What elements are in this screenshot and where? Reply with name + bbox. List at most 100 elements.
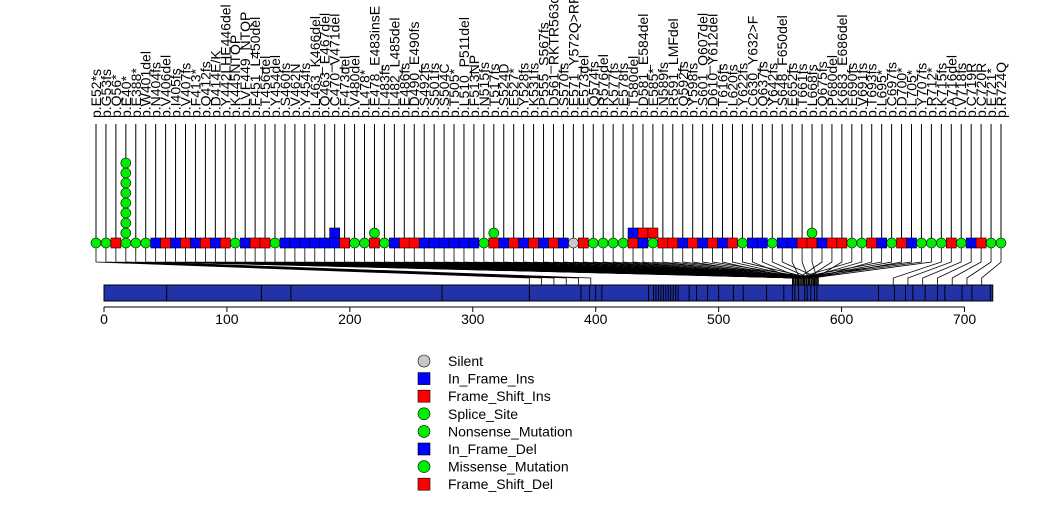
x-tick-label: 200 bbox=[338, 311, 362, 327]
mutation-marker bbox=[438, 237, 450, 249]
mutation-marker bbox=[508, 237, 519, 249]
x-tick-label: 0 bbox=[100, 311, 108, 327]
mutation-marker bbox=[647, 237, 659, 249]
mutation-label: p.Q637fs bbox=[754, 61, 770, 118]
mutation-marker bbox=[319, 237, 331, 249]
mutation-label: p.Q592fs bbox=[675, 61, 691, 118]
mutation-connector bbox=[751, 248, 793, 285]
mutation-marker bbox=[796, 237, 808, 249]
mutation-label: p.L620fs bbox=[724, 64, 740, 118]
mutation-label: p.S492fs bbox=[416, 63, 432, 118]
mutation-label: p.Y454del bbox=[267, 55, 283, 118]
mutation-marker bbox=[975, 237, 987, 249]
mutation-marker bbox=[945, 237, 957, 249]
mutation-marker bbox=[786, 237, 798, 249]
mutation-label: p.E652fs bbox=[784, 63, 800, 118]
stacked-mutation-marker bbox=[637, 227, 649, 239]
mutation-connector bbox=[806, 248, 833, 285]
stacked-mutation-marker bbox=[806, 227, 818, 239]
mutation-marker bbox=[637, 237, 649, 249]
mutation-label: p.Y454fs bbox=[297, 63, 313, 118]
legend-swatch bbox=[417, 477, 431, 491]
mutation-label: p.V480del bbox=[347, 55, 363, 118]
mutation-label: p.Y707fs bbox=[913, 63, 929, 118]
mutation-label: p.A716del bbox=[943, 55, 959, 118]
stacked-mutation-marker bbox=[488, 227, 500, 239]
mutation-label: p.D610_Y612del bbox=[705, 14, 721, 118]
mutation-label: p.T580del bbox=[625, 56, 641, 118]
mutation-marker bbox=[249, 237, 261, 249]
mutation-label: p.W401del bbox=[138, 51, 154, 118]
mutation-label: p.S570fs bbox=[555, 63, 571, 118]
mutation-marker bbox=[110, 237, 122, 249]
mutation-label: p.F473del bbox=[337, 56, 353, 118]
legend-label: In_Frame_Del bbox=[448, 441, 537, 457]
mutation-label: p.Y528fs bbox=[516, 63, 532, 118]
mutation-marker bbox=[936, 237, 947, 249]
legend-label: In_Frame_Ins bbox=[448, 371, 534, 387]
mutation-label: p.G53fs bbox=[98, 69, 114, 118]
mutation-marker bbox=[190, 237, 201, 249]
mutation-marker bbox=[597, 237, 609, 249]
mutation-stems bbox=[95, 124, 1002, 243]
mutation-label: p.V407fs bbox=[178, 63, 194, 118]
mutation-label: p.S501fs bbox=[426, 63, 442, 118]
protein-bar bbox=[103, 284, 994, 302]
mutation-label: p.T456del bbox=[257, 56, 273, 118]
mutation-label: p.LVF449_NTQP bbox=[237, 12, 253, 118]
mutation-marker bbox=[488, 237, 500, 249]
x-tick-label: 100 bbox=[215, 311, 239, 327]
mutation-connector bbox=[801, 248, 809, 285]
mutation-marker bbox=[816, 237, 828, 249]
stacked-mutation-marker bbox=[329, 227, 340, 239]
mutation-marker bbox=[349, 237, 360, 249]
mutation-marker bbox=[468, 237, 480, 249]
legend-swatch bbox=[417, 389, 431, 403]
mutation-label: p.F513NP bbox=[466, 55, 482, 118]
mutation-label: p.V718fs bbox=[953, 63, 969, 118]
mutation-label: p.P555_S567fs bbox=[536, 22, 552, 118]
x-tick-label: 500 bbox=[707, 311, 731, 327]
mutation-label: p.C720R bbox=[973, 63, 989, 118]
mutation-label: p.K715fs bbox=[933, 63, 949, 118]
legend-swatch bbox=[417, 425, 431, 438]
mutation-connector bbox=[981, 248, 1002, 285]
mutation-connectors bbox=[95, 248, 1002, 285]
mutation-label: p.E527* bbox=[506, 68, 522, 118]
mutation-connector bbox=[771, 248, 811, 285]
mutation-marker bbox=[558, 237, 569, 249]
mutation-label: p.D581_E584del bbox=[635, 14, 651, 118]
mutation-connector bbox=[951, 248, 982, 285]
stacked-mutation-marker bbox=[627, 227, 639, 239]
mutation-label: p.R724Q bbox=[993, 62, 1009, 118]
mutation-marker bbox=[279, 237, 291, 249]
mutation-label: p.C630_Y632>F bbox=[744, 16, 760, 118]
mutation-label: p.I405fs bbox=[168, 68, 184, 118]
mutation-connector bbox=[803, 248, 922, 285]
mutation-marker bbox=[717, 237, 728, 249]
mutation-marker bbox=[587, 237, 599, 249]
mutation-marker bbox=[548, 237, 559, 249]
stacked-mutation-marker bbox=[120, 187, 132, 199]
stacked-mutation-marker bbox=[120, 167, 132, 179]
mutation-marker bbox=[339, 237, 350, 249]
mutation-label: p.N589fs bbox=[655, 62, 671, 118]
mutation-label: p.R591_LMFdel bbox=[665, 18, 681, 118]
mutation-label: p.K445NTQP bbox=[227, 35, 243, 118]
mutation-marker bbox=[160, 237, 171, 249]
legend-swatch bbox=[417, 442, 431, 456]
mutation-marker bbox=[578, 237, 589, 249]
x-tick-label: 400 bbox=[584, 311, 608, 327]
mutation-marker bbox=[259, 237, 271, 249]
mutation-connector bbox=[805, 248, 863, 285]
mutation-connector bbox=[804, 248, 893, 285]
mutation-marker bbox=[737, 237, 748, 249]
mutation-label: p.T693fs bbox=[864, 64, 880, 118]
mutation-marker bbox=[995, 237, 1007, 249]
stacked-mutation-marker bbox=[120, 227, 132, 239]
mutation-marker bbox=[607, 237, 619, 249]
mutation-marker bbox=[408, 237, 420, 249]
mutation-labels: p.E52*sp.G53fsp.Q56*p.E40*p.E388*p.W401d… bbox=[88, 0, 1009, 118]
mutation-label: p.R712* bbox=[923, 67, 939, 118]
